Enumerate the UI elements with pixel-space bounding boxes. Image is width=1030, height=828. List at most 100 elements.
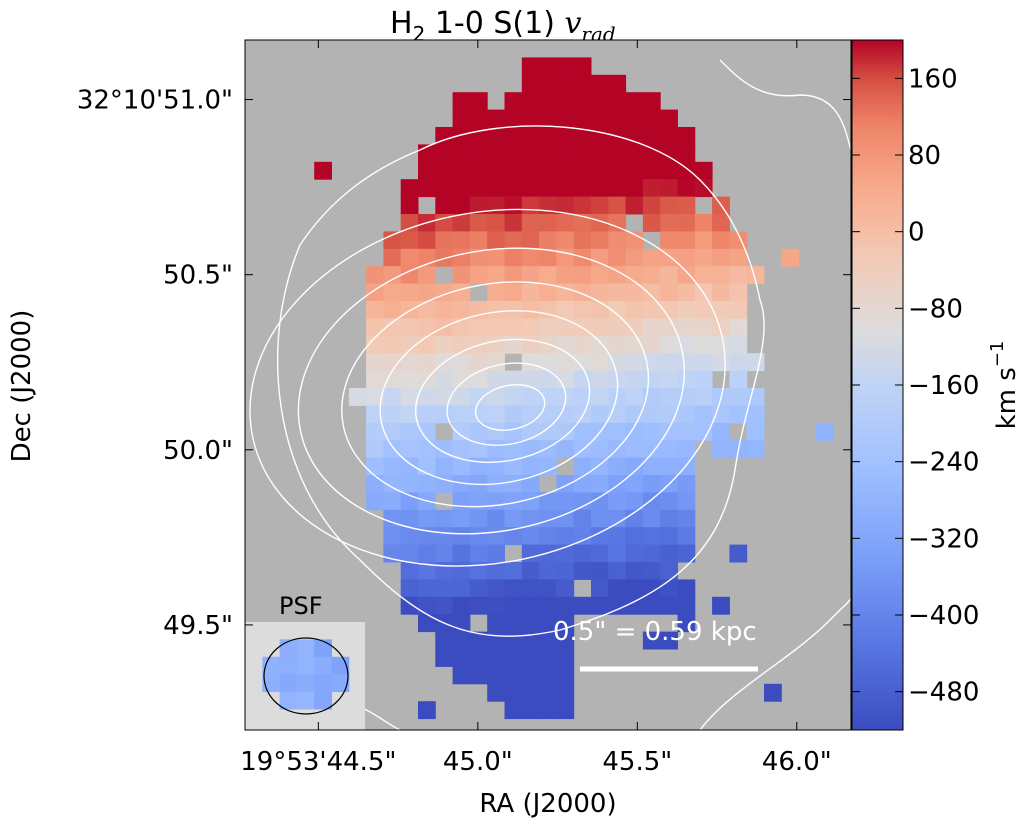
velocity-pixel [521, 231, 540, 250]
velocity-pixel [539, 370, 557, 389]
velocity-pixel [487, 422, 505, 441]
velocity-pixel [366, 353, 384, 372]
x-axis-label: RA (J2000) [479, 789, 616, 819]
velocity-pixel [487, 144, 505, 163]
velocity-pixel [418, 283, 436, 302]
velocity-pixel [642, 422, 661, 441]
velocity-pixel [677, 579, 696, 598]
velocity-pixel [729, 335, 748, 354]
velocity-pixel [573, 109, 592, 128]
velocity-pixel [556, 266, 575, 285]
velocity-pixel [521, 492, 540, 511]
velocity-pixel [608, 492, 627, 511]
psf-pixel [296, 639, 315, 658]
velocity-pixel [469, 196, 488, 215]
velocity-pixel [418, 179, 436, 198]
velocity-pixel [521, 631, 540, 650]
velocity-pixel [660, 440, 678, 459]
velocity-pixel [418, 475, 436, 493]
velocity-pixel [418, 544, 436, 563]
velocity-pixel [591, 370, 609, 389]
velocity-pixel [452, 440, 471, 459]
velocity-pixel [591, 214, 609, 232]
velocity-pixel [435, 596, 454, 615]
velocity-pixel [608, 457, 627, 476]
velocity-pixel [469, 109, 488, 128]
velocity-pixel [642, 161, 661, 180]
velocity-pixel [625, 144, 644, 163]
y-tick-label: 32°10'51.0" [77, 86, 233, 116]
velocity-pixel [469, 248, 488, 267]
velocity-pixel [591, 562, 609, 580]
velocity-pixel [452, 248, 471, 267]
velocity-pixel [573, 266, 592, 285]
velocity-pixel [642, 562, 661, 580]
velocity-pixel [573, 457, 592, 476]
velocity-pixel [642, 596, 661, 615]
velocity-pixel [487, 492, 505, 511]
velocity-pixel [400, 388, 419, 406]
velocity-pixel [469, 353, 488, 372]
velocity-pixel [677, 248, 696, 267]
velocity-pixel [452, 196, 471, 215]
velocity-pixel [521, 527, 540, 546]
velocity-pixel [608, 335, 627, 354]
velocity-pixel [521, 666, 540, 685]
velocity-pixel [366, 370, 384, 389]
velocity-pixel [642, 388, 661, 406]
velocity-pixel [539, 283, 557, 302]
velocity-pixel [452, 596, 471, 615]
velocity-pixel [608, 283, 627, 302]
velocity-pixel [452, 353, 471, 372]
velocity-pixel [608, 544, 627, 563]
velocity-pixel [573, 179, 592, 198]
velocity-pixel [400, 457, 419, 476]
velocity-pixel [660, 353, 678, 372]
velocity-pixel [642, 127, 661, 145]
velocity-pixel [677, 527, 696, 546]
velocity-pixel [469, 579, 488, 598]
velocity-pixel [366, 388, 384, 406]
velocity-pixel [383, 457, 402, 476]
velocity-pixel [400, 579, 419, 598]
velocity-pixel [694, 370, 713, 389]
velocity-pixel [504, 179, 523, 198]
velocity-pixel [539, 527, 557, 546]
velocity-pixel [504, 109, 523, 128]
velocity-pixel [625, 596, 644, 615]
velocity-pixel [504, 283, 523, 302]
velocity-pixel [556, 353, 575, 372]
velocity-pixel [712, 214, 730, 232]
velocity-pixel [573, 475, 592, 493]
psf-ellipse [263, 637, 349, 715]
flux-contour [474, 384, 546, 431]
velocity-pixel [556, 596, 575, 615]
velocity-pixel [608, 527, 627, 546]
velocity-pixel [608, 214, 627, 232]
velocity-pixel [469, 562, 488, 580]
velocity-pixel [435, 579, 454, 598]
velocity-pixel [660, 509, 678, 528]
velocity-pixel [556, 509, 575, 528]
velocity-pixel [642, 509, 661, 528]
velocity-pixel [608, 301, 627, 319]
velocity-pixel [469, 266, 488, 285]
velocity-pixel [591, 248, 609, 267]
velocity-pixel [504, 127, 523, 145]
velocity-pixel [418, 440, 436, 459]
velocity-pixel [366, 266, 384, 285]
velocity-pixel [504, 596, 523, 615]
velocity-pixel [556, 422, 575, 441]
velocity-pixel [314, 161, 332, 180]
velocity-pixel [746, 440, 765, 459]
velocity-pixel [677, 214, 696, 232]
velocity-pixel [642, 248, 661, 267]
velocity-pixel [383, 475, 402, 493]
velocity-pixel [469, 388, 488, 406]
velocity-pixel [435, 527, 454, 546]
velocity-pixel [556, 666, 575, 685]
velocity-pixel [591, 544, 609, 563]
velocity-pixel [400, 231, 419, 250]
velocity-pixel [573, 92, 592, 111]
